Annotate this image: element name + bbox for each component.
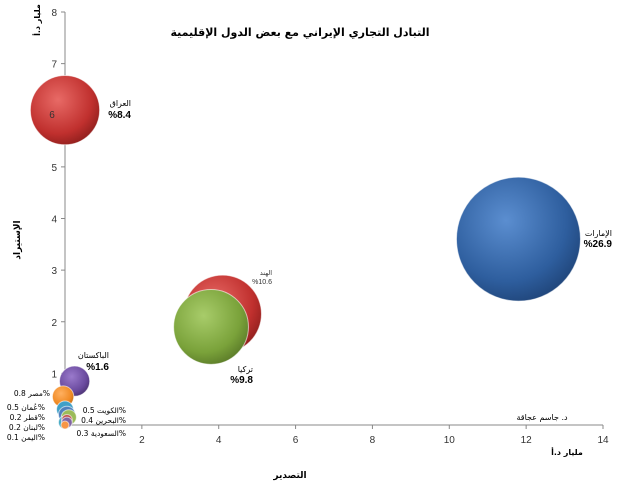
y-axis-title: الإستيراد [13, 220, 23, 259]
label-uae: الإمارات %26.9 [584, 229, 613, 250]
y-tick-label: 7 [51, 60, 57, 71]
svg-text:السعودية 0.3%: السعودية 0.3% [77, 429, 126, 438]
label-iraq: العراق %8.4 [108, 99, 131, 121]
x-tick-label: 8 [370, 435, 376, 446]
x-axis-title: التصدير [272, 471, 306, 481]
x-tick-label: 10 [444, 435, 456, 446]
svg-text:%26.9: %26.9 [584, 239, 613, 250]
svg-text:اليمن 0.1%: اليمن 0.1% [7, 433, 45, 442]
y-unit-label: مليار د.أ [32, 4, 42, 36]
bubble [60, 420, 70, 430]
y-tick-marks: 1 2 3 4 5 6 7 8 [51, 8, 65, 380]
svg-text:الكويت 0.5%: الكويت 0.5% [83, 406, 126, 415]
svg-text:مصر 0.8%: مصر 0.8% [14, 389, 50, 398]
y-tick-label: 1 [51, 369, 57, 380]
x-tick-label: 4 [216, 435, 222, 446]
x-tick-label: 12 [521, 435, 533, 446]
y-tick-label: 4 [51, 215, 57, 226]
label-pakistan: الباكستان %1.6 [78, 351, 110, 373]
svg-text:قطر 0.2%: قطر 0.2% [10, 413, 45, 422]
y-tick-label: 5 [51, 163, 57, 174]
bubbles [29, 74, 581, 430]
svg-text:%9.8: %9.8 [230, 375, 253, 386]
labels-small-left: عُمان 0.5% قطر 0.2% لبنان 0.2% اليمن 0.1… [7, 403, 45, 442]
x-tick-label: 14 [597, 435, 609, 446]
x-unit-label: مليار د.أ [551, 447, 583, 457]
svg-text:%8.4: %8.4 [108, 110, 131, 121]
svg-text:العراق: العراق [110, 99, 131, 108]
svg-text:%1.6: %1.6 [86, 362, 109, 373]
svg-text:تركيا: تركيا [238, 365, 253, 374]
y-tick-label: 2 [51, 318, 57, 329]
chart-title: التبادل التجاري الإيراني مع بعض الدول ال… [171, 26, 430, 39]
svg-text:البحرين 0.4%: البحرين 0.4% [81, 416, 126, 425]
label-india: الهند %10.6 [252, 269, 272, 286]
svg-text:لبنان 0.2%: لبنان 0.2% [9, 423, 45, 432]
bubble [455, 176, 581, 302]
label-turkey: تركيا %9.8 [230, 365, 253, 386]
author-credit: د. جاسم عجاقة [516, 413, 568, 422]
svg-text:%10.6: %10.6 [252, 279, 272, 286]
svg-text:الإمارات: الإمارات [585, 229, 612, 239]
svg-text:الهند: الهند [260, 269, 272, 277]
x-tick-label: 6 [293, 435, 299, 446]
bubble [29, 74, 101, 146]
svg-text:عُمان 0.5%: عُمان 0.5% [7, 403, 45, 412]
iraq-y-value: 6 [49, 110, 55, 121]
y-tick-label: 3 [51, 266, 57, 277]
bubble [173, 288, 249, 365]
y-tick-label: 8 [51, 8, 57, 19]
label-egypt: مصر 0.8% [14, 389, 50, 398]
x-tick-label: 2 [139, 435, 145, 446]
svg-text:الباكستان: الباكستان [78, 351, 109, 360]
x-tick-marks: 2 4 6 8 10 12 14 [139, 425, 609, 446]
labels-small-right: الكويت 0.5% البحرين 0.4% السعودية 0.3% [77, 406, 126, 438]
